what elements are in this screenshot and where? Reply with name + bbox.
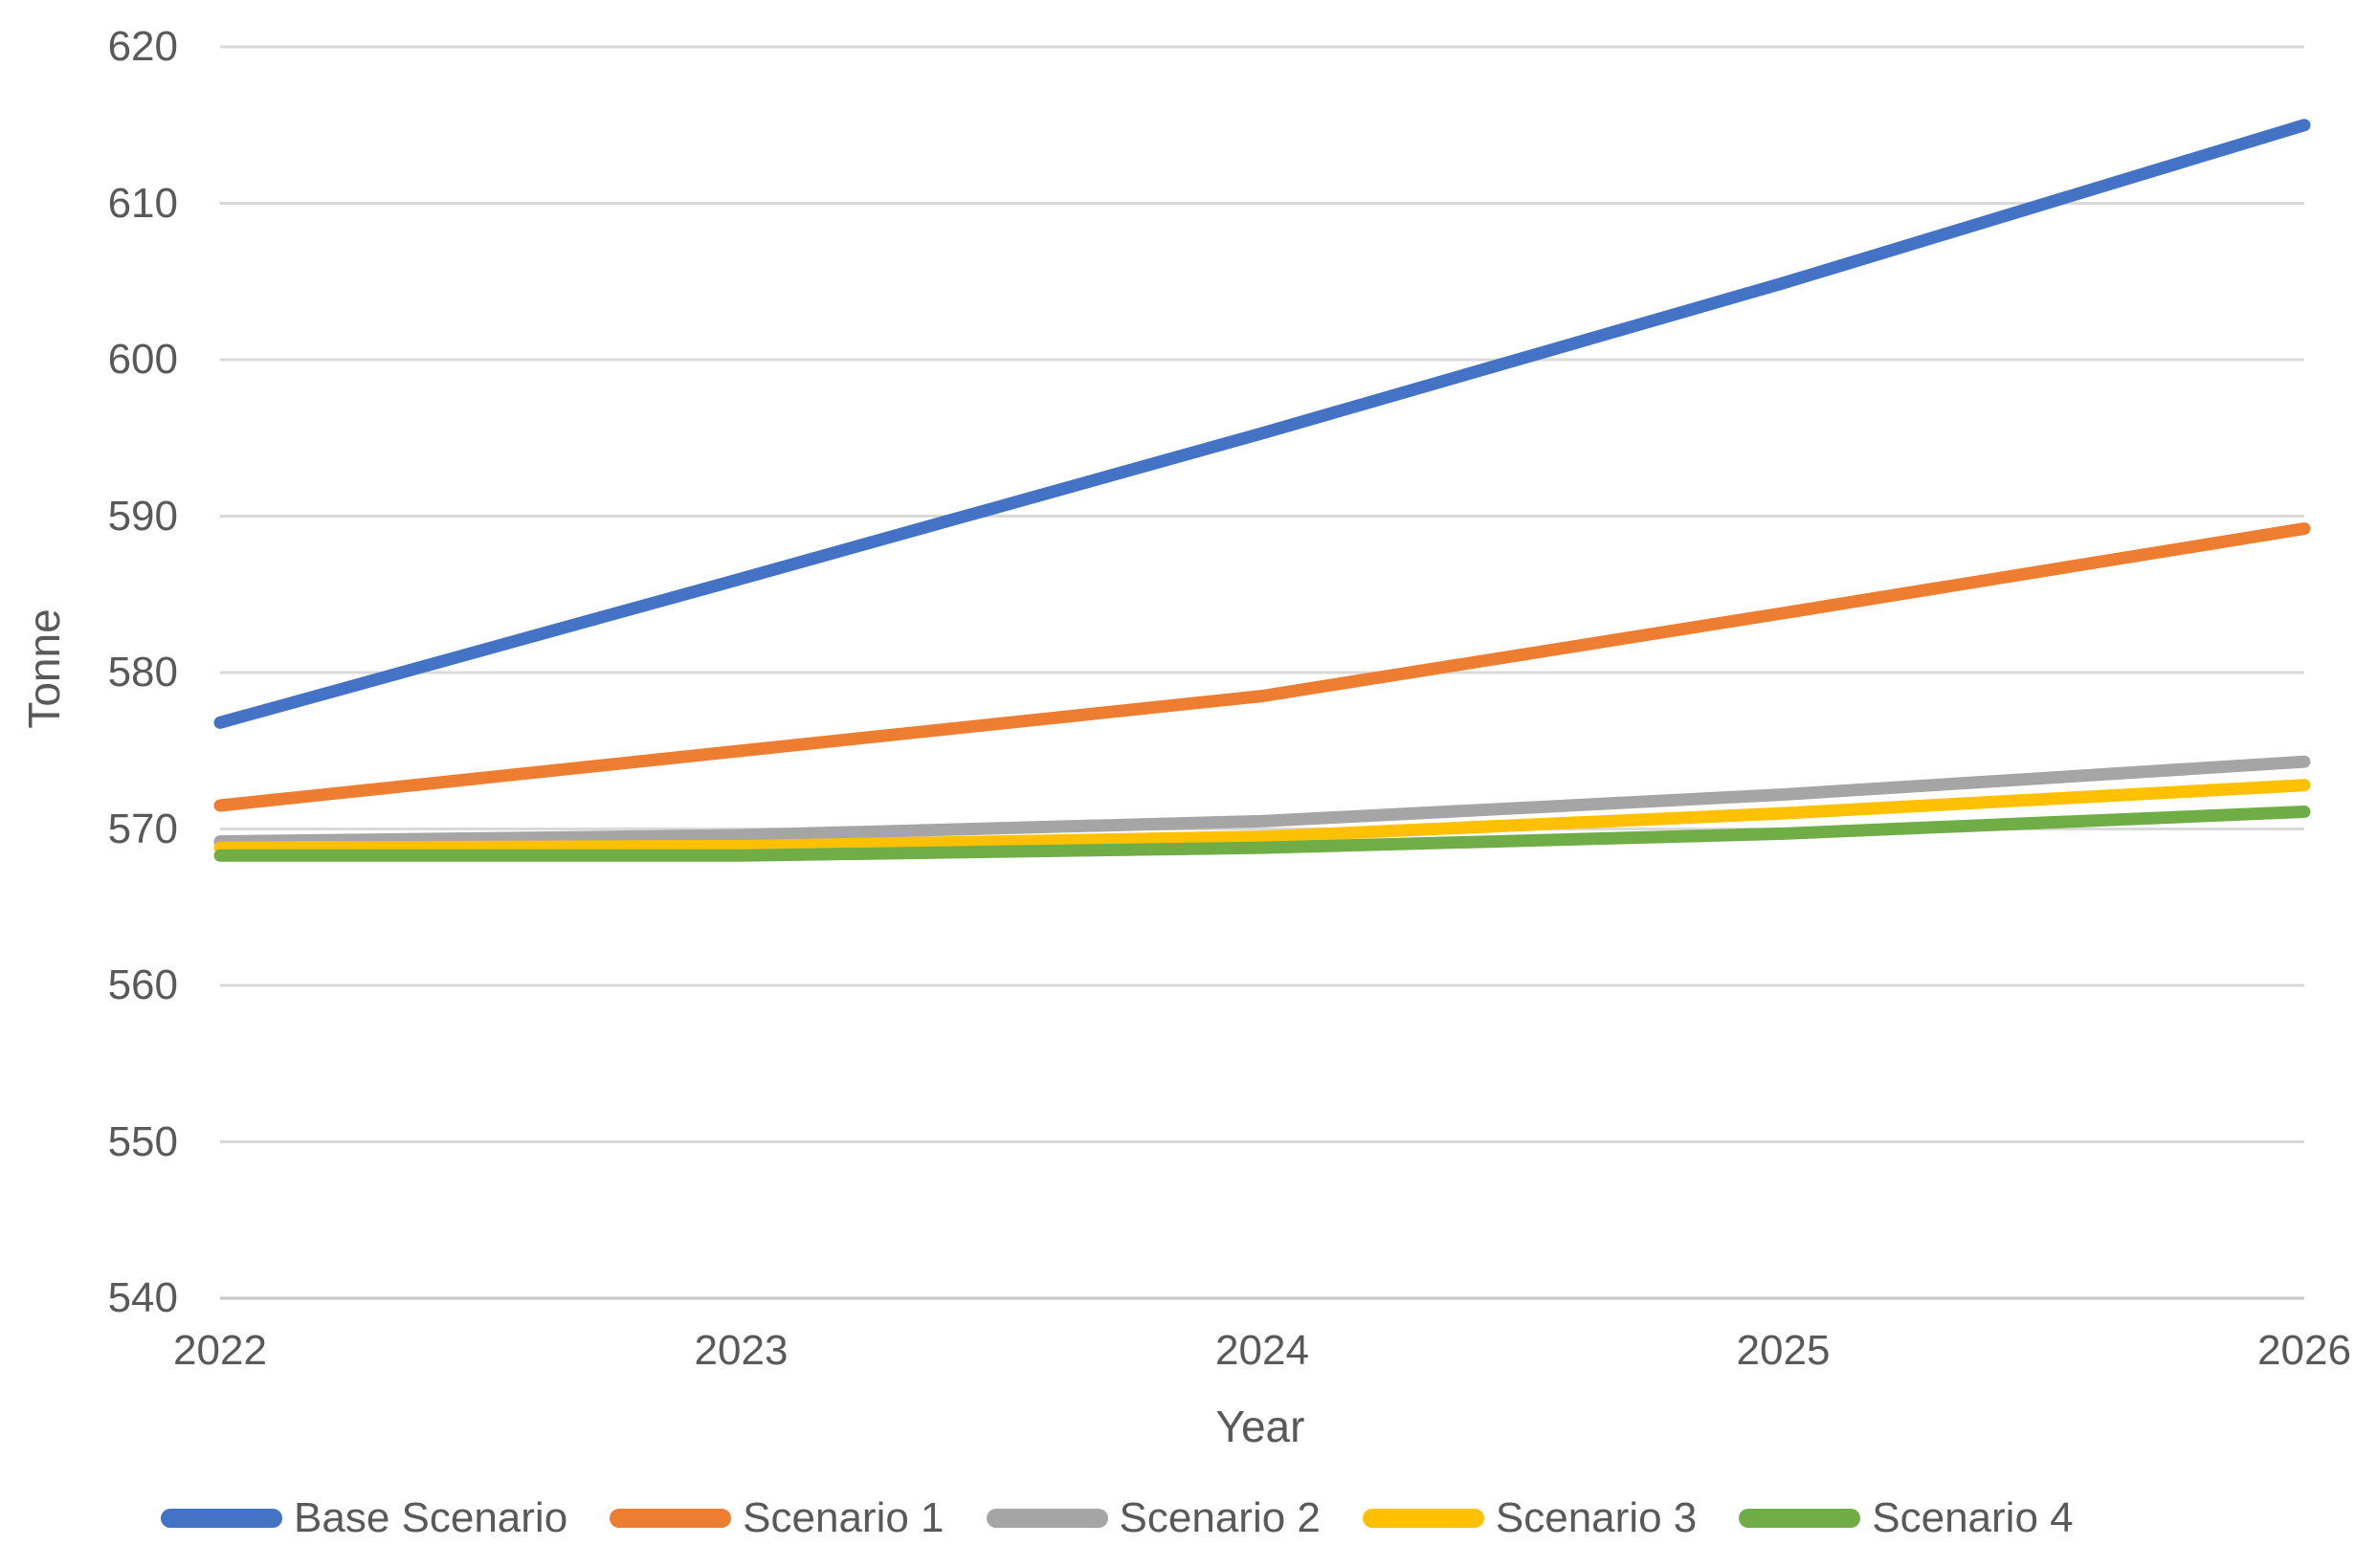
legend-item-scenario-1: Scenario 1: [610, 1493, 945, 1543]
legend-label-scenario-4: Scenario 4: [1872, 1494, 2074, 1541]
legend-label-scenario-1: Scenario 1: [743, 1494, 945, 1541]
legend-swatch-scenario-3: [1362, 1509, 1484, 1528]
y-tick-label-540: 540: [107, 1274, 178, 1321]
plot-svg: [213, 45, 2311, 1300]
y-tick-label-610: 610: [107, 179, 178, 227]
x-tick-label-2024: 2024: [1215, 1327, 1309, 1374]
x-tick-label-2022: 2022: [173, 1327, 267, 1374]
legend-item-scenario-3: Scenario 3: [1362, 1493, 1698, 1543]
y-tick-label-580: 580: [107, 649, 178, 696]
series-line-base-scenario: [213, 119, 2311, 729]
y-tick-label-600: 600: [107, 336, 178, 383]
y-tick-label-620: 620: [107, 23, 178, 70]
legend-swatch-scenario-4: [1739, 1509, 1861, 1528]
series-line-scenario-4: [213, 806, 2311, 862]
x-tick-label-2023: 2023: [694, 1327, 789, 1374]
legend-item-scenario-4: Scenario 4: [1739, 1493, 2074, 1543]
legend-label-base-scenario: Base Scenario: [294, 1494, 568, 1541]
legend-swatch-scenario-1: [610, 1509, 732, 1528]
x-axis-title: Year: [1215, 1402, 1305, 1451]
y-tick-label-590: 590: [107, 492, 178, 540]
series-line-scenario-2: [213, 755, 2311, 849]
legend-item-scenario-2: Scenario 2: [986, 1493, 1321, 1543]
x-tick-label-2025: 2025: [1736, 1327, 1831, 1374]
legend: Base Scenario Scenario 1 Scenario 2 Scenari…: [161, 1491, 2074, 1545]
legend-swatch-base-scenario: [161, 1509, 282, 1528]
legend-label-scenario-3: Scenario 3: [1495, 1494, 1698, 1541]
series-line-scenario-3: [213, 779, 2311, 854]
y-tick-label-560: 560: [107, 961, 178, 1008]
plot-area: [213, 45, 2311, 1300]
legend-swatch-scenario-2: [986, 1509, 1108, 1528]
series-line-scenario-1: [213, 522, 2311, 812]
legend-label-scenario-2: Scenario 2: [1119, 1494, 1321, 1541]
y-tick-label-570: 570: [107, 805, 178, 852]
y-tick-label-550: 550: [107, 1117, 178, 1165]
x-tick-label-2026: 2026: [2257, 1327, 2351, 1374]
legend-item-base-scenario: Base Scenario: [161, 1493, 567, 1543]
